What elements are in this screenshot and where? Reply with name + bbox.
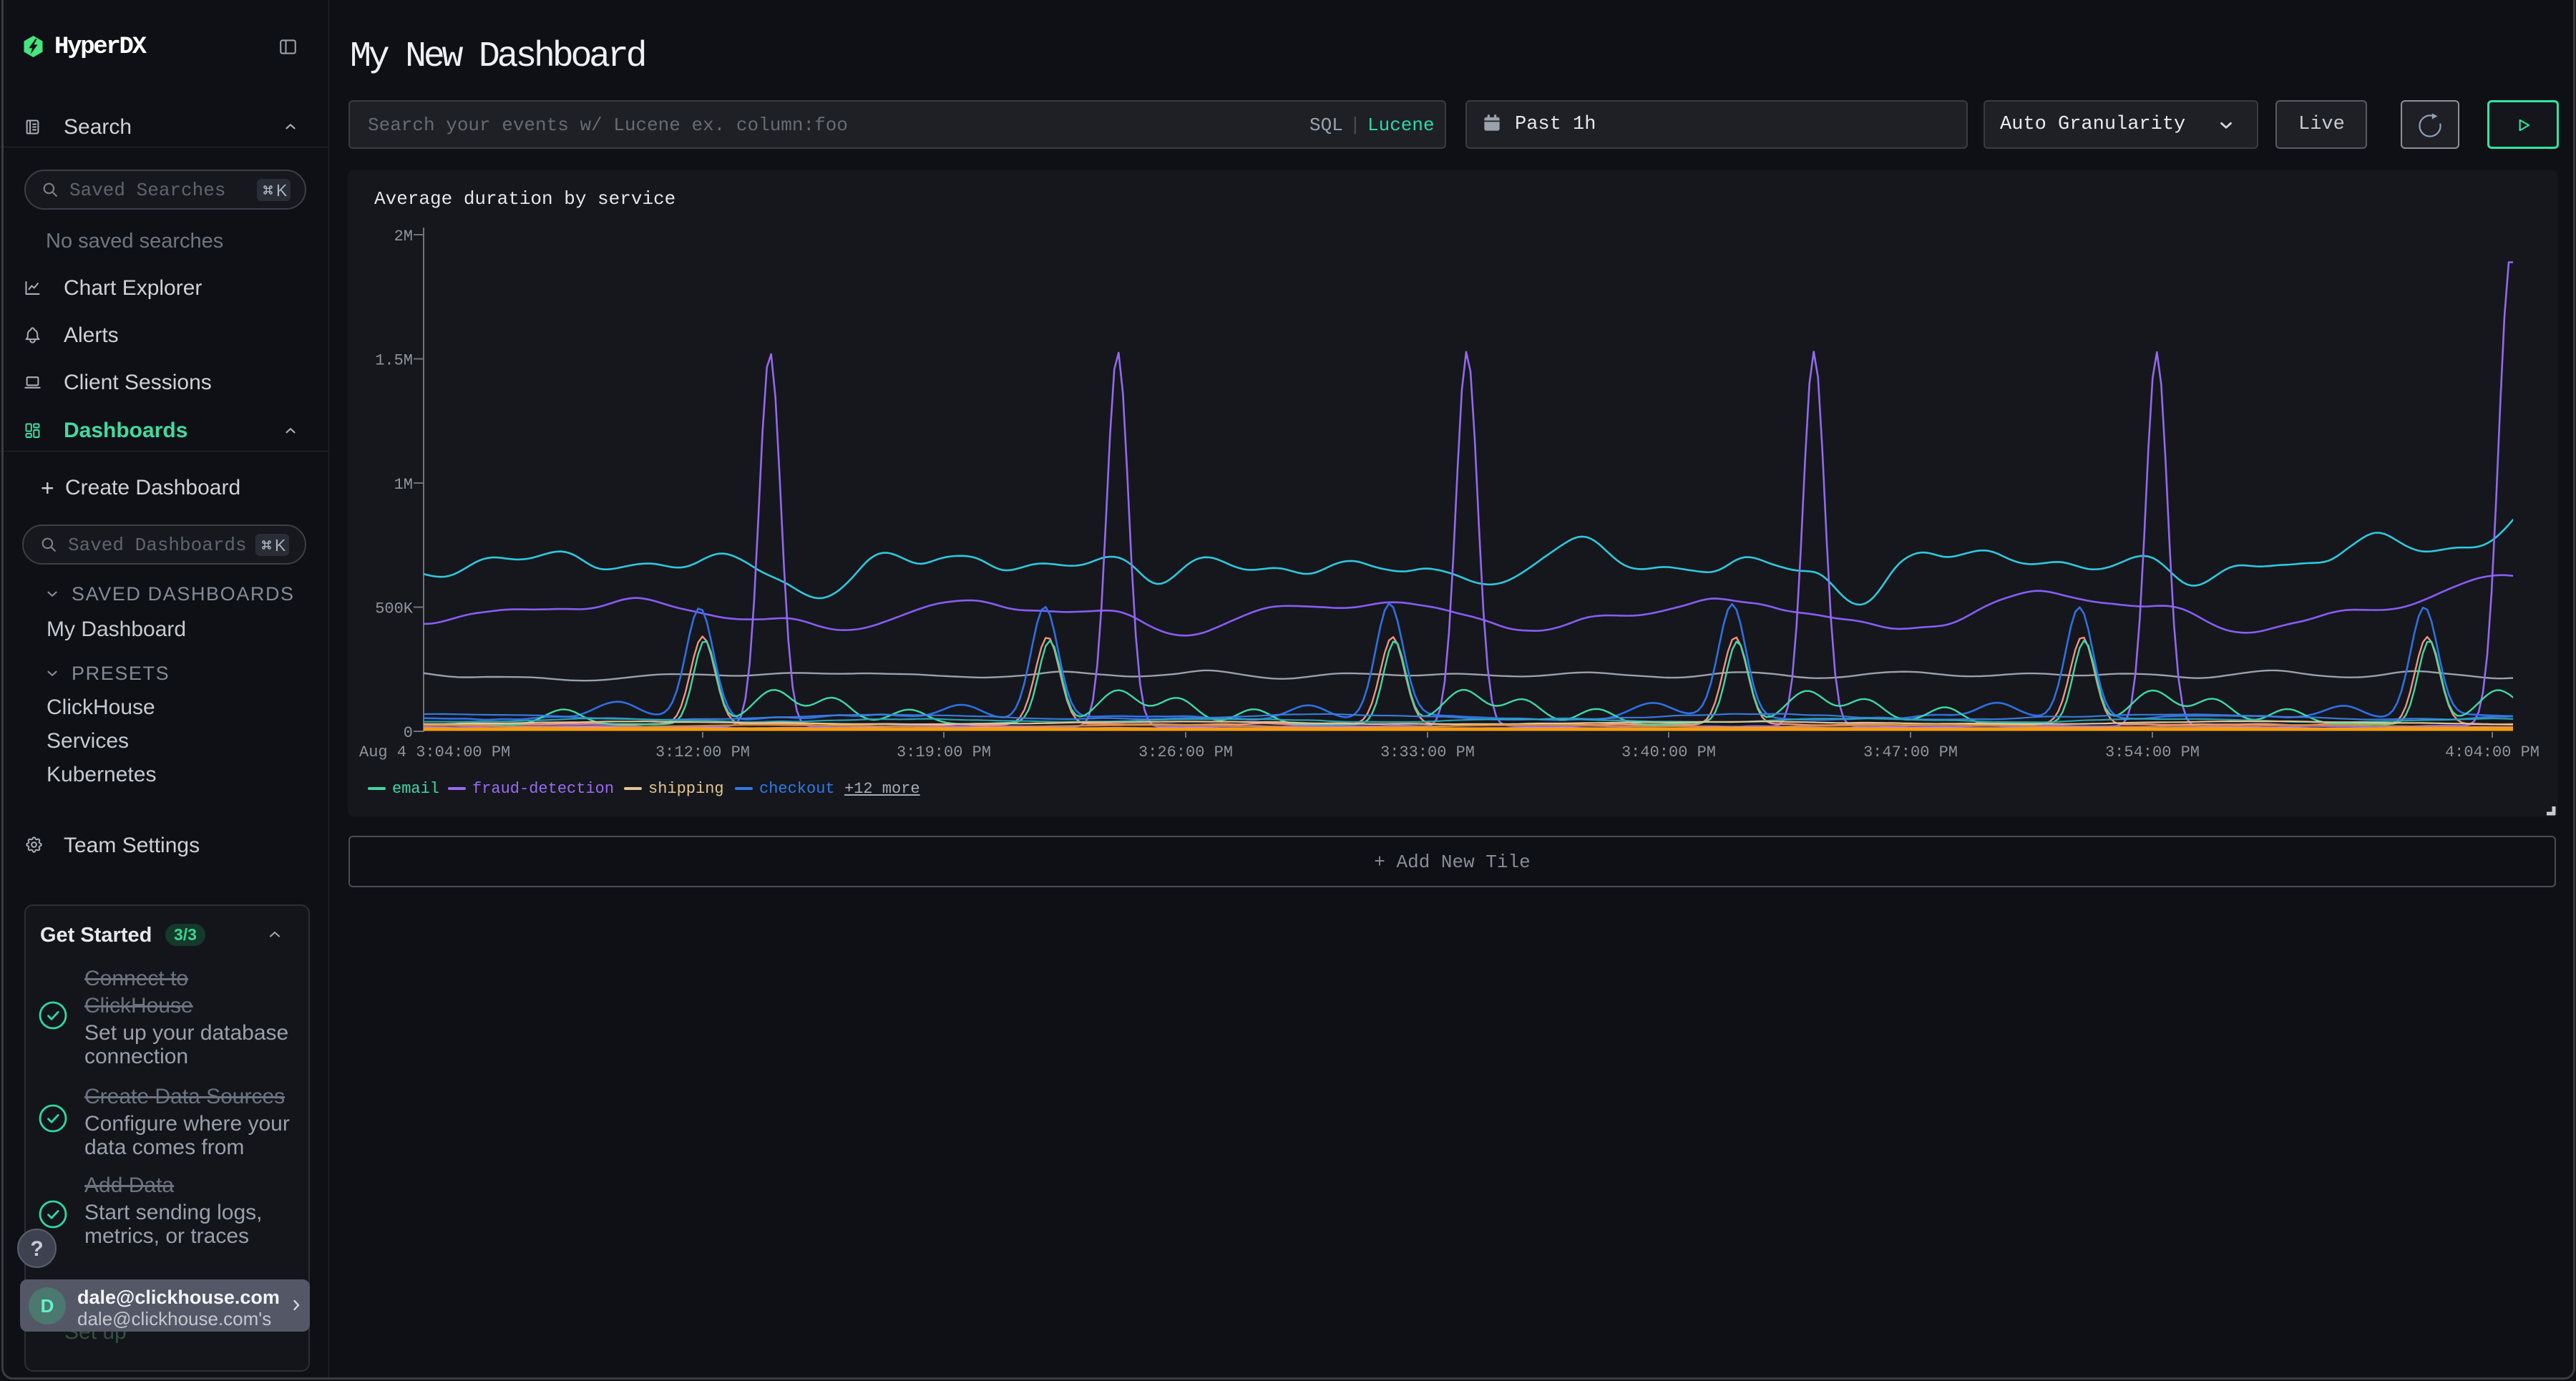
svg-text:3:54:00 PM: 3:54:00 PM	[2105, 743, 2200, 761]
svg-text:3:26:00 PM: 3:26:00 PM	[1138, 743, 1233, 761]
svg-text:3:33:00 PM: 3:33:00 PM	[1380, 743, 1475, 761]
svg-text:1.5M: 1.5M	[375, 352, 413, 370]
svg-text:1M: 1M	[394, 476, 413, 494]
svg-text:3:19:00 PM: 3:19:00 PM	[897, 743, 991, 761]
svg-text:3:12:00 PM: 3:12:00 PM	[655, 743, 750, 761]
svg-text:0: 0	[404, 724, 413, 742]
svg-text:Aug 4 3:04:00 PM: Aug 4 3:04:00 PM	[359, 743, 510, 761]
svg-text:3:40:00 PM: 3:40:00 PM	[1621, 743, 1716, 761]
svg-text:500K: 500K	[375, 600, 414, 618]
svg-text:4:04:00 PM: 4:04:00 PM	[2445, 743, 2540, 761]
svg-text:2M: 2M	[394, 228, 413, 245]
svg-text:3:47:00 PM: 3:47:00 PM	[1863, 743, 1958, 761]
